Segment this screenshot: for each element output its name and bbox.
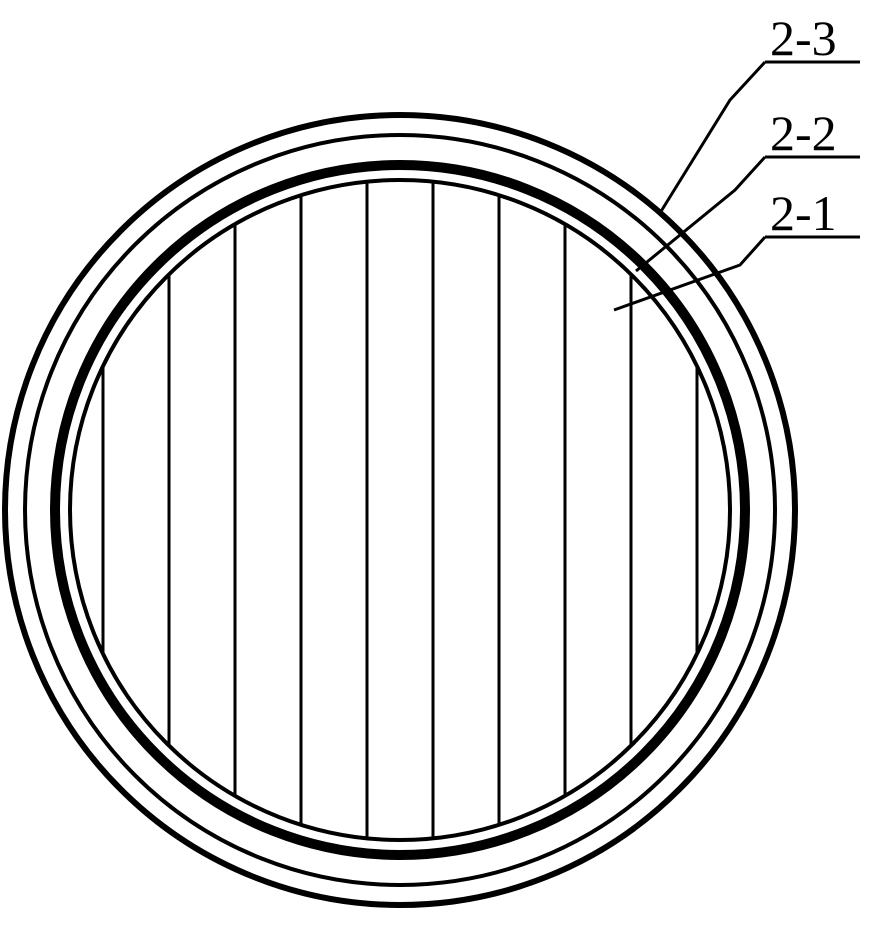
callout-label-0: 2-3 (770, 10, 837, 66)
callout-label-1: 2-2 (770, 105, 837, 161)
leader-line-0 (660, 62, 765, 213)
callout-label-2: 2-1 (770, 185, 837, 241)
